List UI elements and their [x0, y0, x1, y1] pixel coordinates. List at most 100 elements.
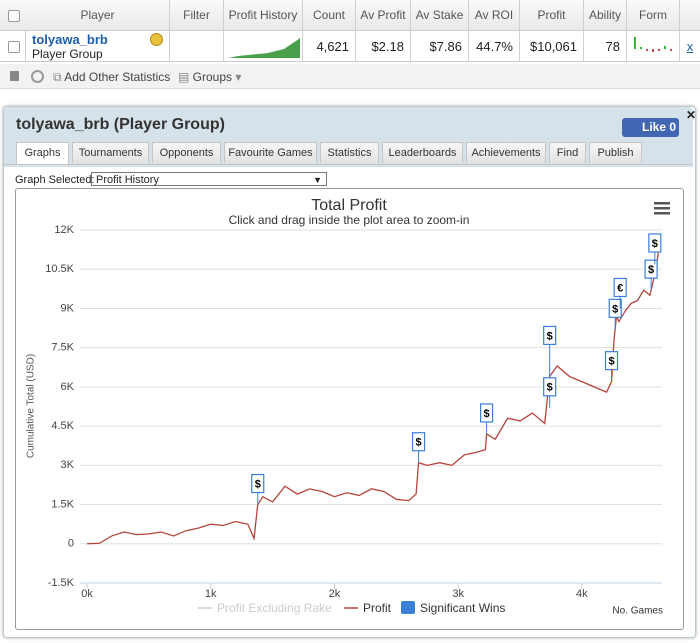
toolbar: ⧉ Add Other Statistics ▤ Groups ▾	[0, 64, 700, 89]
y-tick-label: 12K	[54, 224, 74, 236]
like-label: Like	[642, 120, 667, 134]
significant-win: $	[543, 377, 557, 408]
tab[interactable]: Favourite Games	[224, 142, 317, 163]
av-profit: $2.18	[356, 31, 411, 62]
close-button[interactable]: ✕	[686, 108, 697, 122]
form-chart	[634, 37, 672, 52]
significant-win: $	[251, 473, 265, 505]
y-tick-label: 9K	[61, 302, 75, 314]
column-header[interactable]: Player	[26, 0, 170, 31]
column-header[interactable]: Profit	[520, 0, 584, 31]
sparkline-area	[228, 38, 300, 58]
checkbox[interactable]	[8, 10, 20, 22]
significant-win: $	[479, 403, 494, 434]
checkbox[interactable]	[8, 41, 20, 53]
flag	[608, 298, 622, 318]
x-axis-label: No. Games	[612, 606, 663, 617]
tab[interactable]: Opponents	[152, 142, 221, 163]
x-tick-label: 3k	[452, 588, 464, 600]
tab[interactable]: Graphs	[16, 142, 69, 165]
x-tick-label: 4k	[576, 588, 588, 600]
column-header[interactable]: Av Stake	[411, 0, 469, 31]
av-roi: 44.7%	[469, 31, 520, 62]
player-cell: tolyawa_brb Player Group	[26, 31, 170, 62]
ability: 78	[584, 31, 627, 62]
tab[interactable]: Leaderboards	[382, 142, 463, 163]
flag	[251, 473, 265, 494]
y-tick-label: 4.5K	[51, 420, 74, 432]
x-tick-label: 0k	[81, 588, 93, 600]
panel-title: tolyawa_brb (Player Group)	[16, 116, 225, 133]
flag-label: $	[547, 330, 553, 342]
flag-label: €	[617, 282, 623, 294]
tab[interactable]: Find	[549, 142, 586, 163]
delete-icon[interactable]	[10, 71, 19, 81]
significant-win: $	[608, 298, 622, 330]
column-header[interactable]: Profit History	[224, 0, 303, 31]
significant-win: €	[613, 277, 627, 309]
graph-selected-label: Graph Selected:	[15, 174, 95, 186]
y-axis-label: Cumulative Total (USD)	[26, 354, 37, 458]
flag-label: $	[608, 356, 614, 368]
y-tick-label: 1.5K	[51, 498, 74, 510]
flag-label: $	[255, 478, 261, 490]
column-header[interactable]: Form	[627, 0, 680, 31]
column-header[interactable]: Ability	[584, 0, 627, 31]
y-tick-label: 10.5K	[45, 263, 74, 275]
y-tick-label: 6K	[61, 381, 75, 393]
x-tick-label: 2k	[329, 588, 341, 600]
cell	[170, 31, 224, 62]
y-tick-label: 3K	[61, 459, 75, 471]
tabs-rule	[4, 164, 693, 165]
flag	[604, 351, 619, 371]
add-stats[interactable]: ⧉ Add Other Statistics	[53, 70, 171, 84]
player-link[interactable]: tolyawa_brb	[32, 32, 108, 47]
legend-label: Profit Excluding Rake	[217, 601, 332, 615]
like-button[interactable]: Like 0	[622, 118, 679, 137]
significant-win: $	[411, 432, 426, 463]
legend-label: Significant Wins	[420, 601, 505, 615]
flag	[613, 277, 627, 298]
chart-subtitle: Click and drag inside the plot area to z…	[229, 213, 470, 227]
column-header[interactable]: Filter	[170, 0, 224, 31]
cell	[0, 31, 26, 62]
form-cell	[627, 31, 680, 62]
profit-line	[87, 250, 660, 545]
sparkline	[228, 38, 300, 58]
graph-select[interactable]: Profit History ▼	[91, 172, 327, 186]
player-group: Player Group	[32, 47, 103, 61]
tab[interactable]: Publish	[589, 142, 642, 163]
rank-icon	[150, 33, 163, 46]
chart-frame	[15, 188, 684, 630]
panel	[3, 106, 696, 638]
groups-label: Groups	[192, 70, 233, 84]
column-header[interactable]: Count	[303, 0, 356, 31]
tab[interactable]: Achievements	[466, 142, 546, 163]
flag	[479, 403, 494, 423]
refresh-icon[interactable]	[31, 70, 44, 83]
flag-label: $	[652, 238, 658, 250]
column-header[interactable]: Av ROI	[469, 0, 520, 31]
groups[interactable]: ▤ Groups ▾	[178, 70, 242, 84]
av-stake: $7.86	[411, 31, 469, 62]
menu-icon[interactable]	[654, 202, 670, 215]
column-header[interactable]: Av Profit	[356, 0, 411, 31]
flag-label: $	[415, 437, 421, 449]
significant-win: $	[648, 233, 662, 264]
flag	[543, 325, 557, 346]
flag	[644, 259, 658, 279]
significant-win: $	[644, 259, 658, 291]
flag-label: $	[547, 382, 553, 394]
header-cell	[680, 0, 700, 31]
count: 4,621	[303, 31, 356, 62]
flag	[543, 377, 557, 397]
remove-link[interactable]: x	[680, 31, 700, 62]
chart-title: Total Profit	[311, 197, 387, 214]
flag	[648, 233, 662, 253]
y-tick-label: 0	[68, 538, 74, 550]
tab[interactable]: Statistics	[320, 142, 379, 163]
tab[interactable]: Tournaments	[72, 142, 149, 163]
like-count: 0	[669, 120, 677, 134]
